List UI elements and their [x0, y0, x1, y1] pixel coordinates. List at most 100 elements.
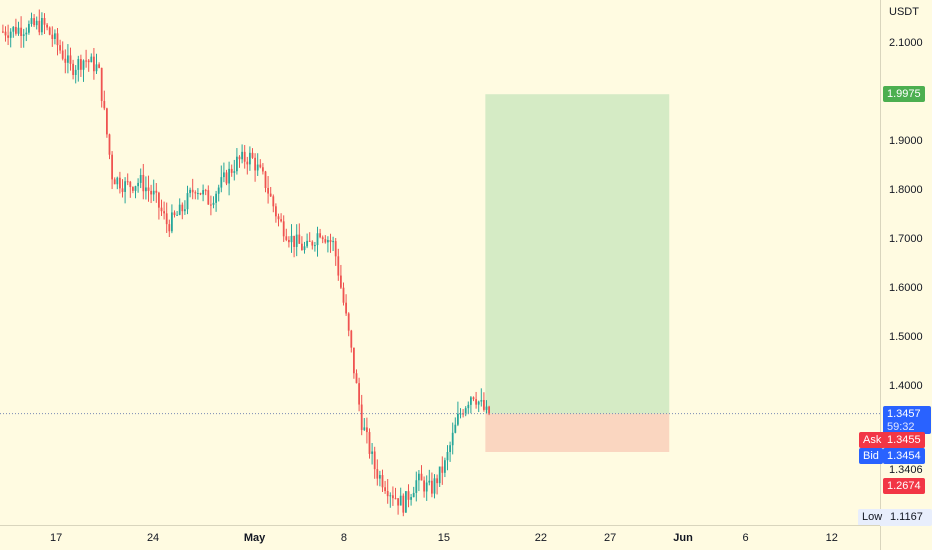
- candle-body: [472, 397, 475, 400]
- candle-body: [366, 427, 368, 433]
- candle-body: [337, 256, 340, 276]
- price-axis[interactable]: USDT 2.1000 1.9000 1.8000 1.7000 1.6000 1.500…: [880, 0, 932, 550]
- candle-body: [241, 151, 243, 160]
- candle-body: [35, 20, 38, 26]
- candle-body: [119, 177, 121, 189]
- candle-body: [145, 187, 147, 192]
- date-tick-label: Jun: [673, 532, 693, 544]
- candle-body: [425, 482, 428, 492]
- candle-body: [15, 26, 17, 34]
- candle-body: [98, 64, 100, 68]
- candle-body: [171, 212, 173, 232]
- candle-body: [394, 498, 397, 500]
- candle-countdown: 59:32: [887, 420, 915, 433]
- candle-body: [217, 187, 220, 194]
- candle-body: [228, 168, 230, 184]
- candle-body: [184, 209, 186, 212]
- candle-body: [108, 134, 111, 155]
- candle-body: [43, 18, 46, 25]
- candle-body: [392, 495, 394, 499]
- candle-body: [449, 445, 451, 452]
- candle-body: [181, 204, 184, 212]
- position-zones: [485, 94, 670, 452]
- candle-body: [93, 56, 95, 72]
- date-tick-label: 6: [742, 532, 749, 544]
- candle-body: [285, 236, 288, 240]
- time-axis[interactable]: 17 24 May 8 15 22 27 Jun 6 12: [0, 525, 880, 550]
- candle-body: [243, 151, 246, 162]
- candle-body: [415, 480, 418, 493]
- candle-body: [342, 287, 345, 303]
- candle-body: [95, 64, 98, 72]
- date-tick-label: May: [243, 532, 266, 544]
- ask-label: Ask: [859, 432, 886, 448]
- candle-body: [412, 492, 415, 498]
- candle-body: [38, 20, 41, 33]
- candle-body: [77, 59, 80, 70]
- candle-body: [345, 302, 347, 314]
- level-price-label: 1.3406: [889, 464, 923, 476]
- candle-body: [399, 495, 402, 506]
- candle-body: [327, 240, 329, 243]
- candle-body: [324, 239, 327, 243]
- loss-zone[interactable]: [485, 413, 670, 452]
- date-tick-label: 24: [146, 532, 160, 544]
- candle-body: [254, 157, 256, 171]
- candle-body: [454, 424, 457, 433]
- candle-body: [116, 177, 119, 185]
- candle-body: [256, 164, 259, 171]
- candle-body: [280, 219, 282, 222]
- candle-body: [80, 59, 82, 70]
- candle-body: [282, 221, 285, 237]
- candle-body: [139, 174, 142, 183]
- candle-body: [238, 156, 241, 160]
- candle-body: [121, 188, 124, 192]
- candle-body: [158, 192, 160, 208]
- candle-body: [467, 404, 470, 409]
- candle-body: [176, 214, 178, 216]
- candle-body: [353, 347, 355, 374]
- candle-body: [17, 27, 20, 34]
- candle-body: [438, 466, 441, 484]
- candle-body: [306, 240, 308, 247]
- candle-body: [230, 168, 233, 173]
- candle-body: [267, 188, 269, 194]
- candle-body: [433, 478, 436, 494]
- candle-body: [457, 413, 459, 425]
- candle-body: [407, 491, 410, 500]
- candle-body: [113, 179, 116, 185]
- candle-body: [191, 189, 194, 193]
- candle-body: [7, 35, 9, 38]
- date-tick-label: 17: [50, 532, 63, 544]
- candle-body: [288, 239, 290, 243]
- candle-body: [54, 33, 56, 39]
- candle-body: [334, 241, 337, 257]
- candle-body: [332, 241, 334, 243]
- price-tick-label: 1.8000: [889, 184, 923, 196]
- candle-body: [259, 164, 262, 168]
- date-tick-label: 27: [604, 532, 617, 544]
- candle-body: [163, 211, 165, 214]
- candle-body: [340, 275, 342, 288]
- candle-body: [389, 495, 392, 497]
- low-value: 1.1167: [890, 511, 923, 523]
- price-tick-label: 1.7000: [889, 233, 923, 245]
- candle-body: [316, 233, 319, 246]
- candle-body: [173, 212, 176, 216]
- candle-body: [301, 243, 303, 251]
- candle-body: [379, 475, 381, 479]
- candle-body: [236, 156, 238, 172]
- date-tick-label: 12: [825, 532, 838, 544]
- candle-body: [251, 152, 254, 158]
- candle-body: [220, 177, 223, 188]
- candle-body: [12, 26, 15, 32]
- candle-body: [381, 475, 384, 488]
- candle-body: [451, 432, 454, 446]
- candle-body: [103, 100, 106, 109]
- candle-body: [160, 207, 163, 212]
- candle-body: [25, 32, 28, 35]
- candle-body: [233, 171, 236, 173]
- candle-body: [168, 224, 171, 232]
- profit-zone[interactable]: [485, 94, 670, 414]
- price-chart[interactable]: [0, 0, 880, 525]
